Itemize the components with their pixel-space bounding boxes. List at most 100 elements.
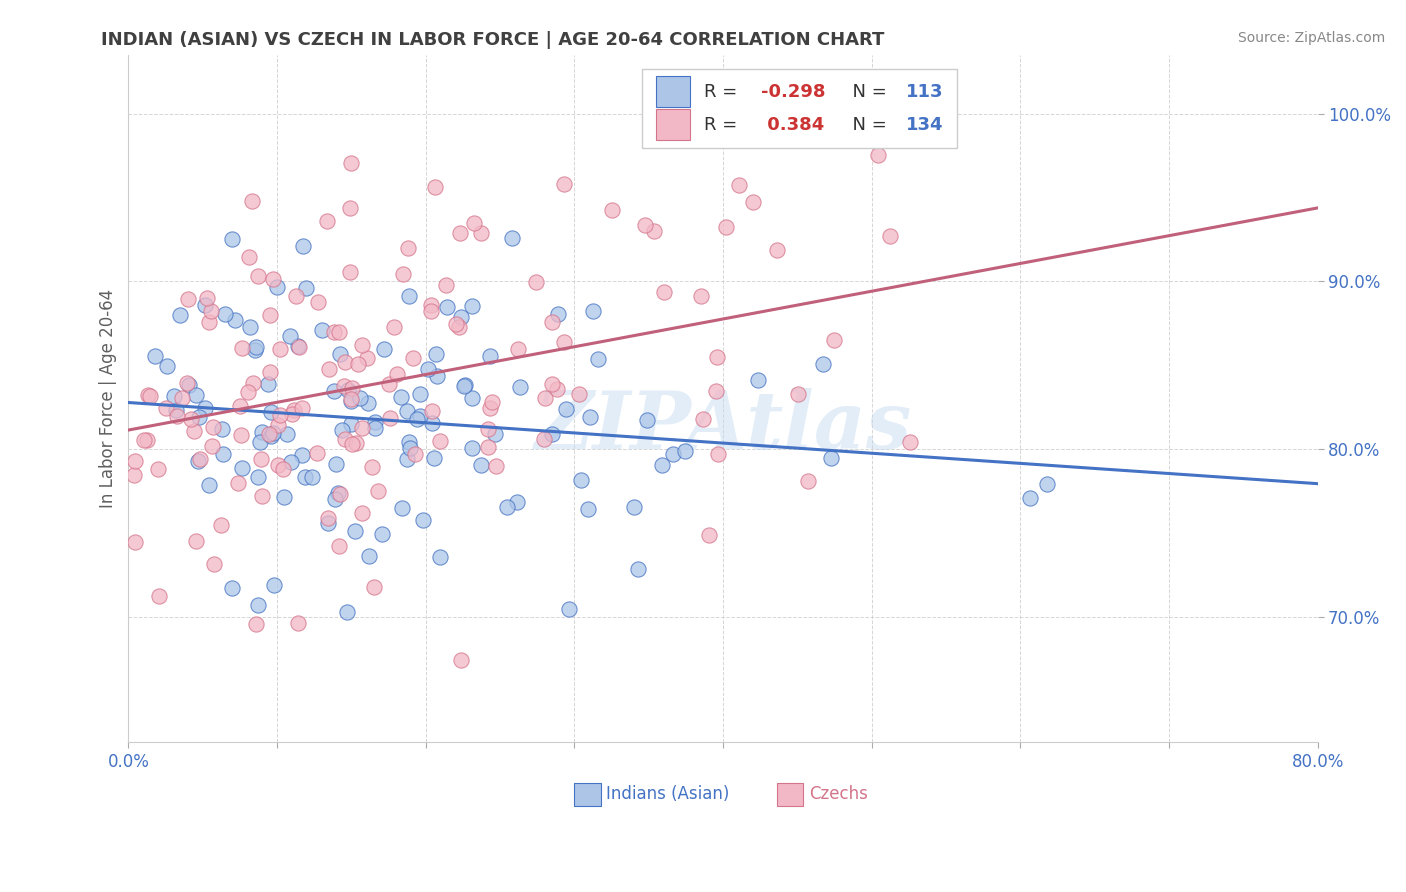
Text: N =: N = bbox=[841, 83, 893, 101]
Point bbox=[898, 435, 921, 450]
Text: 134: 134 bbox=[905, 116, 943, 134]
Point bbox=[461, 391, 484, 405]
Point bbox=[280, 455, 302, 469]
Point bbox=[166, 409, 188, 423]
Point bbox=[198, 315, 221, 329]
Point bbox=[124, 454, 146, 468]
Point bbox=[436, 300, 458, 314]
Point bbox=[747, 373, 769, 387]
Point bbox=[328, 325, 350, 339]
Point bbox=[820, 450, 842, 465]
Point bbox=[188, 452, 211, 467]
Point bbox=[600, 203, 623, 218]
Point bbox=[315, 214, 337, 228]
Point bbox=[280, 329, 302, 343]
Point bbox=[524, 275, 547, 289]
Point bbox=[509, 380, 531, 394]
Point bbox=[294, 469, 316, 483]
Point bbox=[170, 391, 193, 405]
Point bbox=[741, 195, 763, 210]
Text: 0.384: 0.384 bbox=[761, 116, 824, 134]
Point bbox=[262, 272, 284, 286]
Point bbox=[454, 378, 477, 392]
Point bbox=[200, 303, 222, 318]
Point bbox=[412, 513, 434, 527]
Y-axis label: In Labor Force | Age 20-64: In Labor Force | Age 20-64 bbox=[100, 289, 117, 508]
Point bbox=[292, 239, 315, 253]
Point bbox=[183, 425, 205, 439]
Text: Czechs: Czechs bbox=[808, 785, 868, 803]
Point bbox=[398, 289, 420, 303]
Point bbox=[239, 320, 262, 334]
FancyBboxPatch shape bbox=[776, 783, 803, 805]
Point bbox=[236, 384, 259, 399]
Point bbox=[690, 289, 713, 303]
FancyBboxPatch shape bbox=[575, 783, 600, 805]
Point bbox=[336, 384, 359, 398]
Point bbox=[323, 325, 346, 339]
Point bbox=[344, 435, 367, 450]
Point bbox=[363, 421, 385, 435]
Point bbox=[692, 412, 714, 426]
Point bbox=[349, 392, 371, 406]
Point bbox=[284, 289, 307, 303]
Point bbox=[1018, 491, 1040, 505]
Point bbox=[340, 417, 363, 431]
Point bbox=[201, 420, 224, 434]
Point bbox=[361, 460, 384, 475]
Point bbox=[301, 470, 323, 484]
Point bbox=[508, 342, 530, 356]
Point bbox=[704, 384, 727, 398]
Point bbox=[177, 292, 200, 306]
Point bbox=[470, 227, 492, 241]
Point bbox=[211, 422, 233, 436]
Point bbox=[541, 377, 564, 392]
Point bbox=[553, 334, 575, 349]
Point bbox=[534, 391, 557, 405]
Point bbox=[391, 501, 413, 516]
Point bbox=[662, 447, 685, 461]
Point bbox=[201, 439, 224, 453]
Point bbox=[139, 388, 162, 402]
Point bbox=[291, 401, 314, 416]
Point bbox=[339, 201, 361, 215]
Point bbox=[419, 298, 441, 312]
Point bbox=[249, 434, 271, 449]
Point bbox=[176, 376, 198, 390]
Point bbox=[224, 312, 246, 326]
Point bbox=[259, 308, 281, 322]
Point bbox=[194, 298, 217, 312]
Point bbox=[429, 434, 451, 448]
Point bbox=[477, 422, 499, 436]
Point bbox=[378, 411, 401, 425]
Point bbox=[212, 447, 235, 461]
Point bbox=[409, 387, 432, 401]
Point bbox=[195, 291, 218, 305]
Point bbox=[359, 549, 381, 563]
Point bbox=[396, 403, 419, 417]
Point bbox=[409, 409, 432, 424]
Point bbox=[169, 308, 191, 322]
Point bbox=[339, 394, 361, 409]
Point bbox=[247, 268, 270, 283]
Point bbox=[134, 433, 156, 447]
Point bbox=[627, 562, 650, 576]
Point bbox=[449, 226, 471, 240]
Point bbox=[533, 432, 555, 446]
Point bbox=[288, 340, 311, 354]
Point bbox=[363, 580, 385, 594]
Point bbox=[501, 231, 523, 245]
Point bbox=[269, 342, 291, 356]
Point bbox=[329, 487, 352, 501]
Point bbox=[148, 590, 170, 604]
Text: INDIAN (ASIAN) VS CZECH IN LABOR FORCE | AGE 20-64 CORRELATION CHART: INDIAN (ASIAN) VS CZECH IN LABOR FORCE |… bbox=[101, 31, 884, 49]
Point bbox=[325, 457, 347, 471]
Point bbox=[260, 428, 283, 442]
Point bbox=[470, 458, 492, 472]
Point bbox=[238, 250, 260, 264]
Point bbox=[269, 409, 291, 423]
Point bbox=[156, 359, 179, 374]
Point bbox=[371, 526, 394, 541]
Point bbox=[706, 447, 728, 461]
Point bbox=[582, 304, 605, 318]
